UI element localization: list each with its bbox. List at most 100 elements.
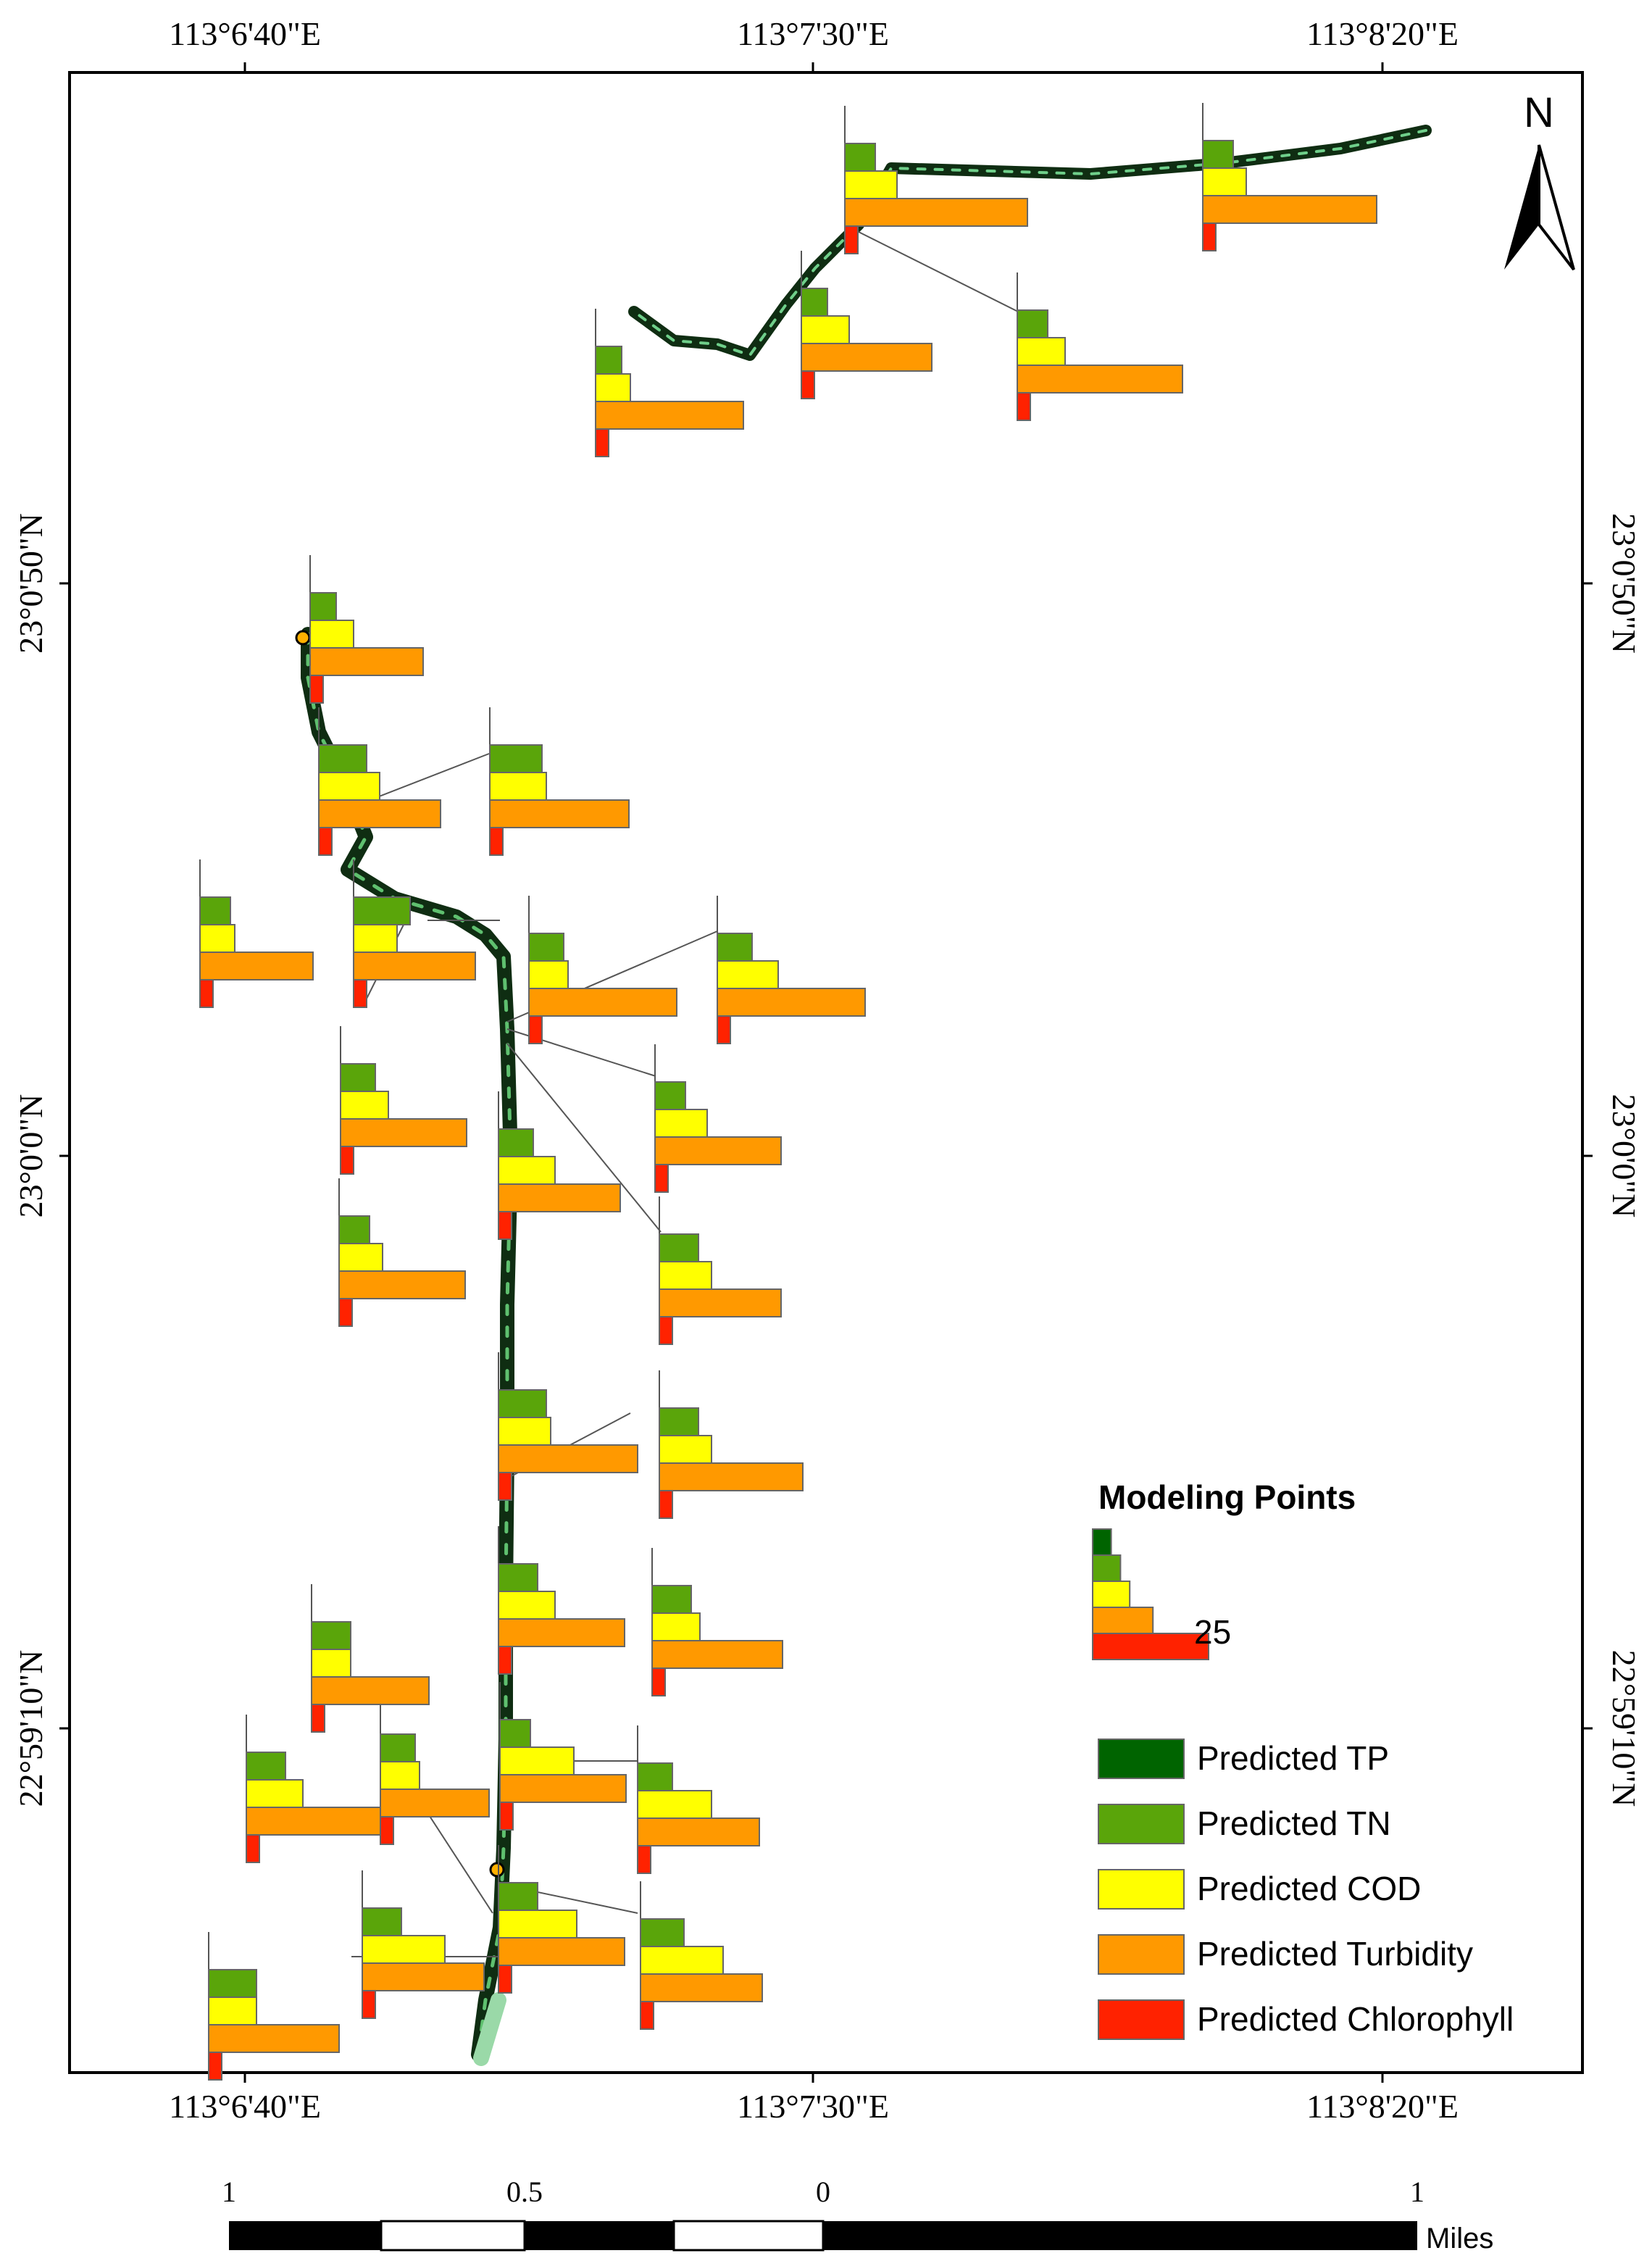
cod-bar <box>654 1109 708 1138</box>
turbidity-bar <box>637 1817 760 1846</box>
north-arrow-icon-right <box>1538 144 1575 271</box>
left-lat-label-2: 23°0'0"N <box>12 1094 49 1218</box>
chlorophyll-bar <box>1017 392 1031 421</box>
left-lat-label-3: 22°59'10"N <box>12 1650 49 1807</box>
tn-bar <box>844 143 876 172</box>
modeling-point-chart <box>595 309 744 457</box>
scale-segment <box>823 2221 1417 2250</box>
chlorophyll-bar <box>844 225 859 254</box>
turbidity-bar <box>595 401 744 430</box>
chlorophyll-bar <box>498 1646 512 1675</box>
modeling-point-chart <box>528 896 677 1044</box>
modeling-point-chart <box>1017 272 1183 421</box>
tn-bar <box>199 896 231 925</box>
cod-bar <box>498 1591 556 1620</box>
tn-bar <box>380 1733 416 1762</box>
cod-bar <box>208 1996 257 2025</box>
modeling-point-chart <box>199 859 314 1008</box>
modeling-point-chart <box>311 1584 430 1733</box>
tn-bar <box>659 1233 699 1262</box>
chlorophyll-bar <box>338 1298 353 1327</box>
scale-segment <box>380 2220 526 2252</box>
chlorophyll-bar <box>208 2052 222 2081</box>
cod-bar <box>595 373 631 402</box>
legend-swatch <box>1098 1869 1185 1910</box>
tn-bar <box>489 744 543 773</box>
turbidity-bar <box>499 1774 627 1803</box>
cod-bar <box>498 1156 556 1185</box>
modeling-point-chart <box>208 1932 340 2081</box>
cod-bar <box>498 1417 551 1446</box>
tn-bar <box>1202 140 1234 169</box>
chlorophyll-bar <box>340 1146 354 1175</box>
tn-bar <box>651 1585 692 1614</box>
scale-segment <box>525 2221 674 2250</box>
scale-unit: Miles <box>1426 2223 1493 2254</box>
chlorophyll-bar <box>199 979 214 1008</box>
turbidity-bar <box>640 1973 763 2002</box>
tn-bar <box>498 1563 538 1592</box>
chlorophyll-bar <box>637 1845 651 1874</box>
turbidity-bar <box>498 1618 625 1647</box>
tick-marks <box>59 62 1593 2083</box>
chlorophyll-bar <box>489 827 504 856</box>
tn-bar <box>659 1407 699 1436</box>
legend-item-tp: Predicted TP <box>1098 1739 1389 1779</box>
legend-reference-bar <box>1092 1528 1112 1556</box>
modeling-point-chart <box>659 1370 804 1519</box>
scale-label-1: 1 <box>222 2175 236 2208</box>
legend-reference-bar <box>1092 1554 1122 1582</box>
legend-item-tn: Predicted TN <box>1098 1804 1391 1844</box>
turbidity-bar <box>246 1807 386 1836</box>
legend-reference-value: 25 <box>1194 1613 1231 1651</box>
modeling-point-chart <box>309 555 424 704</box>
legend-label: Predicted Chlorophyll <box>1197 2000 1514 2038</box>
chlorophyll-bar <box>309 675 324 704</box>
top-lon-label-1: 113°6'40"E <box>169 15 321 52</box>
bottom-longitude-labels: 113°6'40"E 113°7'30"E 113°8'20"E <box>169 2088 1459 2125</box>
cod-bar <box>311 1649 351 1678</box>
right-lat-label-1: 23°0'50"N <box>1606 513 1643 654</box>
tn-bar <box>1017 309 1048 338</box>
chlorophyll-bar <box>1202 222 1217 251</box>
legend-reference-bar <box>1092 1581 1131 1608</box>
chlorophyll-bar <box>801 370 815 399</box>
modeling-point-chart <box>318 707 441 856</box>
tn-bar <box>246 1752 286 1781</box>
tn-bar <box>637 1762 673 1791</box>
modeling-point-chart <box>499 1682 627 1831</box>
tn-bar <box>318 744 367 773</box>
cod-bar <box>717 960 779 989</box>
cod-bar <box>801 315 850 344</box>
scale-label-2: 0.5 <box>506 2175 543 2208</box>
tn-bar <box>362 1907 402 1936</box>
chlorophyll-bar <box>659 1316 673 1345</box>
scale-segment <box>229 2221 381 2250</box>
chlorophyll-bar <box>528 1015 543 1044</box>
turbidity-bar <box>659 1288 782 1317</box>
turbidity-bar <box>309 647 424 676</box>
scale-label-4: 1 <box>1410 2175 1424 2208</box>
right-latitude-labels: 23°0'50"N 23°0'0"N 22°59'10"N <box>1606 513 1643 1807</box>
tn-bar <box>498 1128 534 1157</box>
modeling-point-chart <box>362 1870 485 2019</box>
turbidity-bar <box>1017 365 1183 394</box>
legend-swatch <box>1098 1934 1185 1975</box>
chlorophyll-bar <box>311 1704 325 1733</box>
legend-reference-bar <box>1092 1633 1209 1660</box>
scale-label-3: 0 <box>816 2175 830 2208</box>
legend-reference-bar <box>1092 1607 1154 1634</box>
tn-bar <box>498 1882 538 1911</box>
cod-bar <box>246 1779 304 1808</box>
turbidity-bar <box>651 1640 783 1669</box>
turbidity-bar <box>498 1444 638 1473</box>
legend-swatch <box>1098 1739 1185 1779</box>
bottom-lon-label-2: 113°7'30"E <box>737 2088 889 2125</box>
top-lon-label-3: 113°8'20"E <box>1306 15 1459 52</box>
chlorophyll-bar <box>246 1834 260 1863</box>
sample-marker <box>489 1862 505 1878</box>
north-arrow: N <box>1504 89 1575 271</box>
cod-bar <box>338 1243 383 1272</box>
modeling-point-chart <box>659 1196 782 1345</box>
cod-bar <box>659 1435 712 1464</box>
